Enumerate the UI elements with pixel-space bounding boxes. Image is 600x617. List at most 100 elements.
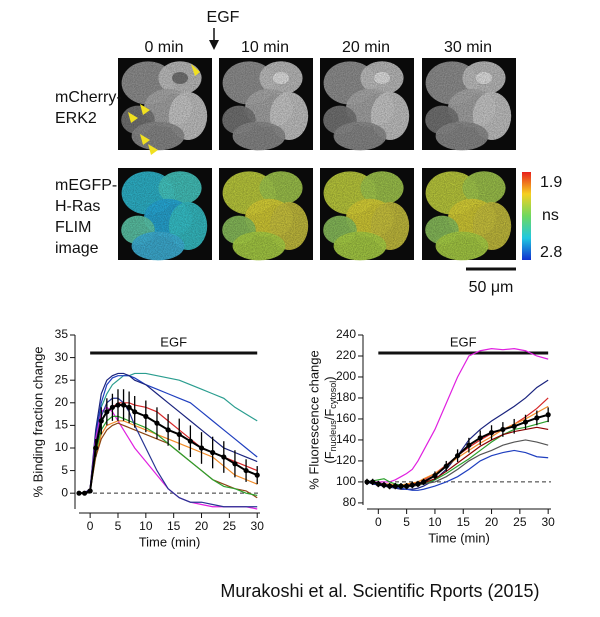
mean-marker	[87, 488, 93, 494]
mean-marker	[115, 402, 121, 408]
mean-marker	[466, 442, 472, 448]
mean-marker	[132, 409, 138, 415]
nucleus	[172, 72, 188, 84]
mean-marker	[254, 472, 260, 478]
x-tick-label: 5	[403, 515, 410, 529]
caption: Murakoshi et al. Scientific Rports (2015…	[220, 581, 539, 601]
trace-line	[79, 372, 258, 494]
mean-marker	[104, 409, 110, 415]
mean-line	[79, 404, 258, 495]
trace-line	[366, 420, 549, 487]
mean-marker	[165, 427, 171, 433]
x-tick-label: 25	[223, 519, 237, 533]
mean-marker	[387, 483, 393, 489]
mean-marker	[404, 483, 410, 489]
mean-marker	[198, 445, 205, 451]
nucleus	[273, 72, 289, 84]
cell	[360, 171, 404, 205]
y-axis-label-part: cytosol	[328, 381, 338, 409]
mean-marker	[421, 479, 427, 485]
colorbar-unit: ns	[542, 207, 559, 224]
x-tick-label: 0	[87, 519, 94, 533]
mean-marker	[432, 473, 438, 479]
cell	[333, 231, 387, 261]
stimulus-label: EGF	[207, 9, 240, 26]
mean-marker	[176, 431, 182, 438]
y-tick-label: 120	[336, 453, 356, 467]
x-tick-label: 30	[541, 515, 555, 529]
stimulus-label: EGF	[450, 334, 477, 349]
trace-line	[366, 379, 549, 490]
colorbar-label: 2.8	[540, 244, 562, 261]
y-tick-label: 220	[336, 348, 356, 362]
mean-marker	[76, 490, 82, 496]
row-label: FLIM	[55, 219, 91, 236]
y-tick-label: 10	[55, 440, 69, 454]
mean-marker	[93, 445, 99, 451]
arrow-head	[209, 40, 219, 50]
mean-marker	[545, 412, 551, 418]
mean-marker	[221, 454, 227, 460]
x-tick-label: 30	[251, 519, 265, 533]
micrograph	[320, 58, 414, 151]
trace-line	[367, 397, 549, 486]
colorbar-label: 1.9	[540, 174, 562, 191]
mean-marker	[210, 449, 216, 456]
trace-line	[367, 405, 549, 486]
trace-line	[367, 439, 549, 488]
cells	[323, 171, 410, 261]
y-axis-label: (Fnucleus/Fcytosol)	[322, 376, 338, 463]
mean-marker	[511, 423, 517, 429]
y-tick-label: 0	[61, 485, 68, 499]
x-axis-label: Time (min)	[428, 530, 490, 545]
mean-marker	[454, 453, 461, 459]
mean-marker	[154, 420, 160, 426]
y-tick-label: 160	[336, 411, 356, 425]
mean-marker	[109, 404, 116, 410]
time-label: 20 min	[342, 39, 390, 56]
mean-marker	[392, 483, 398, 489]
trace-line	[367, 348, 549, 483]
cells	[425, 171, 512, 261]
y-tick-label: 200	[336, 369, 356, 383]
x-tick-label: 15	[457, 515, 471, 529]
cells	[121, 171, 208, 261]
arrowhead-marker	[140, 134, 150, 145]
mean-line	[367, 413, 549, 488]
mean-marker	[120, 402, 127, 408]
mean-marker	[534, 415, 540, 421]
mean-marker	[370, 479, 376, 485]
mean-marker	[500, 426, 506, 433]
y-tick-label: 140	[336, 432, 356, 446]
nucleus	[476, 72, 492, 84]
arrowhead-marker	[140, 104, 150, 115]
x-tick-label: 10	[428, 515, 442, 529]
y-tick-label: 5	[61, 463, 68, 477]
y-tick-label: 15	[55, 418, 69, 432]
micrograph	[219, 168, 313, 261]
scale-bar-label: 50 μm	[469, 279, 514, 296]
y-axis-label-part: (F	[322, 451, 337, 463]
mean-marker	[409, 482, 415, 488]
mean-marker	[126, 404, 132, 410]
mean-marker	[398, 483, 404, 489]
x-axis-label: Time (min)	[139, 534, 201, 549]
x-tick-label: 25	[513, 515, 527, 529]
mean-marker	[415, 481, 421, 487]
row-label: image	[55, 240, 99, 257]
cells	[323, 61, 410, 151]
mean-marker	[81, 490, 88, 496]
y-axis-label: % Fluorescence change	[306, 350, 321, 489]
mean-marker	[243, 467, 249, 474]
y-tick-label: 240	[336, 327, 356, 341]
y-axis-label: % Binding fraction change	[30, 346, 45, 497]
y-tick-label: 35	[55, 327, 69, 341]
cells	[222, 171, 309, 261]
mean-marker	[98, 418, 104, 424]
cell	[131, 121, 185, 151]
cell	[131, 231, 185, 261]
colorbar	[522, 172, 531, 260]
arrowhead-marker	[128, 112, 138, 123]
cells	[425, 61, 512, 151]
